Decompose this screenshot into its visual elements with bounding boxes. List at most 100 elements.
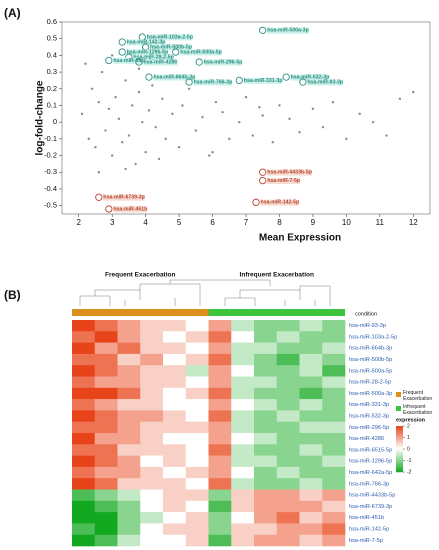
heatmap-cell <box>254 331 278 343</box>
heatmap-cell <box>117 444 141 456</box>
heatmap-cell <box>163 523 187 535</box>
heatmap-cell <box>185 512 209 524</box>
heatmap-cell <box>322 387 346 400</box>
point <box>358 112 361 116</box>
x-tick-label: 4 <box>143 218 148 227</box>
point <box>154 125 157 129</box>
y-tick-label: -0.4 <box>44 184 57 193</box>
heatmap-cell <box>276 478 300 490</box>
label-highlight <box>193 79 233 86</box>
heatmap-cell <box>140 342 164 355</box>
heatmap-cell <box>299 387 323 400</box>
point <box>214 100 218 104</box>
label-highlight <box>150 44 192 51</box>
point-label: hsa-miR-331-3p <box>244 78 283 84</box>
heatmap-cell <box>231 331 255 343</box>
label-highlight <box>146 34 193 41</box>
legend-title: expression <box>396 417 426 423</box>
heatmap-cell <box>276 320 300 332</box>
heatmap-cell <box>231 433 255 445</box>
heatmap-cell <box>231 455 255 468</box>
heatmap-cell <box>185 410 209 422</box>
heatmap-cell <box>117 489 141 502</box>
heatmap-cell <box>299 478 323 490</box>
x-tick-label: 2 <box>77 218 82 227</box>
point-label: hsa-miR-4286 <box>143 59 177 65</box>
heatmap-cell <box>94 500 118 513</box>
heatmap-cell <box>117 421 141 434</box>
heatmap-cell <box>185 421 209 434</box>
heatmap-cell <box>299 523 323 535</box>
point <box>124 167 127 171</box>
highlighted-point <box>118 38 126 46</box>
heatmap-cell <box>276 421 300 434</box>
highlighted-point <box>172 48 180 56</box>
heatmap-cell <box>185 342 209 355</box>
heatmap-cell <box>185 365 209 377</box>
heatmap-cell <box>231 421 255 434</box>
x-tick-label: 10 <box>342 218 351 227</box>
heatmap-cell <box>231 353 255 366</box>
row-label: hsa-miR-331-3p <box>349 402 389 408</box>
heatmap-cell <box>299 489 323 502</box>
heatmap-cell <box>208 455 232 468</box>
point <box>144 151 147 154</box>
heatmap-cell <box>254 523 278 535</box>
heatmap-cell <box>231 387 255 400</box>
point <box>345 137 348 141</box>
heatmap-cell <box>254 410 278 422</box>
heatmap-cell <box>163 500 187 513</box>
heatmap-cell <box>94 365 118 377</box>
y-tick-label: -0.3 <box>44 167 57 176</box>
heatmap-cell <box>208 399 232 411</box>
point <box>121 141 124 144</box>
heatmap-cell <box>299 466 323 479</box>
legend-gradient <box>396 458 403 461</box>
heatmap-cell <box>254 320 278 332</box>
highlighted-point <box>299 78 307 86</box>
heatmap-cell <box>276 353 300 366</box>
row-label: hsa-miR-7-5p <box>349 538 383 544</box>
heatmap-cell <box>208 433 232 445</box>
heatmap-cell <box>185 523 209 535</box>
point <box>187 87 191 90</box>
heatmap-cell <box>208 410 232 422</box>
heatmap-cell <box>163 376 187 389</box>
label-highlight <box>126 39 166 46</box>
heatmap-cell <box>140 320 164 332</box>
heatmap-cell <box>208 512 232 524</box>
heatmap-cell <box>299 433 323 445</box>
heatmap-cell <box>254 399 278 411</box>
heatmap-cell <box>163 534 187 547</box>
heatmap-cell <box>94 523 118 535</box>
label-highlight <box>267 27 309 34</box>
label-highlight <box>203 59 243 66</box>
heatmap-cell <box>163 421 187 434</box>
heatmap-cell <box>72 331 96 343</box>
heatmap-cell <box>276 376 300 389</box>
heatmap-cell <box>208 376 232 389</box>
heatmap-cell <box>322 500 346 513</box>
row-label: hsa-miR-451b <box>349 515 384 521</box>
row-label: hsa-miR-664b-3p <box>349 346 392 352</box>
heatmap-cell <box>94 353 118 366</box>
heatmap-cell <box>276 466 300 479</box>
heatmap-cell <box>72 421 96 434</box>
heatmap-cell <box>299 353 323 366</box>
row-label: hsa-miR-500a-3p <box>349 391 392 397</box>
highlighted-point <box>105 205 113 213</box>
heatmap-cell <box>140 387 164 400</box>
heatmap-cell <box>254 433 278 445</box>
heatmap-cell <box>140 489 164 502</box>
highlighted-point <box>185 78 193 86</box>
heatmap-cell <box>231 376 255 389</box>
row-label: hsa-miR-6739-3p <box>349 504 392 510</box>
label-highlight <box>180 49 222 56</box>
heatmap-cell <box>72 534 96 547</box>
legend-label: Frequent Exacerbation <box>403 390 433 402</box>
heatmap-cell <box>163 512 187 524</box>
heatmap-cell <box>254 421 278 434</box>
heatmap-cell <box>185 387 209 400</box>
heatmap-cell <box>322 353 346 366</box>
